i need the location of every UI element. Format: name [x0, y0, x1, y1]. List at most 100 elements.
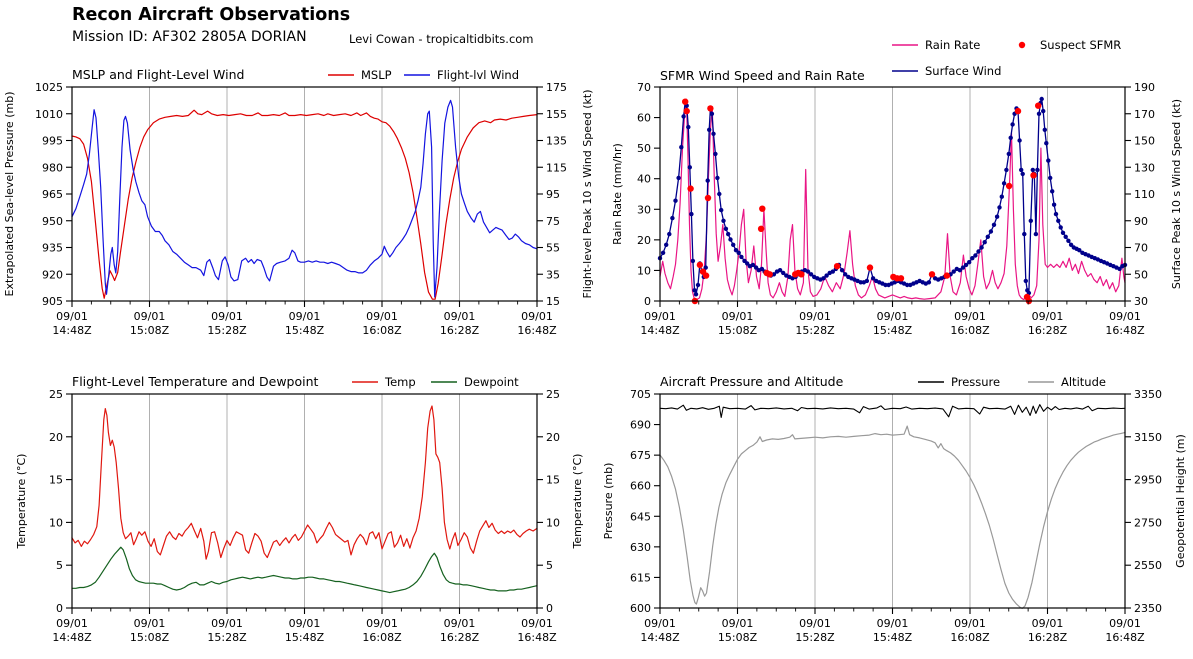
sfmr-rain-x-tick-date: 09/01: [877, 310, 909, 323]
point-suspect-sfmr: [757, 225, 765, 232]
temp-dewpoint-x-tick-date: 09/01: [56, 617, 88, 630]
point-surface-wind: [821, 276, 826, 281]
mslp-flight-wind-y-tick-label-left: 1010: [35, 108, 63, 121]
series-rain-rate-line: [659, 98, 1126, 301]
series-pressure-line: [659, 404, 1126, 418]
mission-id: Mission ID: AF302 2805A DORIAN: [72, 29, 307, 45]
mslp-flight-wind-y-tick-label-left: 980: [42, 161, 63, 174]
mslp-flight-wind-y-tick-label-right: 175: [546, 81, 567, 94]
point-surface-wind: [967, 260, 972, 265]
mslp-flight-wind-y-tick-label-left: 995: [42, 135, 63, 148]
point-surface-wind: [1022, 231, 1027, 237]
point-suspect-sfmr: [683, 107, 690, 115]
sfmr-rain-x-tick-date: 09/01: [1032, 310, 1064, 323]
pressure-altitude-x-tick-date: 09/01: [877, 617, 909, 630]
point-surface-wind: [1051, 202, 1057, 207]
point-surface-wind: [858, 280, 863, 285]
temp-dewpoint-legend-label-dewpoint: Dewpoint: [464, 375, 519, 389]
mslp-flight-wind-y-tick-label-left: 935: [42, 242, 63, 255]
point-suspect-sfmr: [704, 194, 712, 202]
pressure-altitude-y-tick-label-left: 690: [630, 419, 651, 432]
sfmr-rain-y-tick-label-left: 70: [637, 81, 651, 94]
point-surface-wind: [1063, 234, 1068, 239]
pressure-altitude-left-axis-label: Pressure (mb): [602, 463, 615, 540]
point-surface-wind: [1117, 266, 1122, 272]
pressure-altitude-x-tick-date: 09/01: [1032, 617, 1064, 630]
point-surface-wind: [1001, 181, 1007, 186]
point-surface-wind: [690, 258, 696, 264]
point-surface-wind: [726, 231, 731, 237]
mslp-flight-wind-x-tick-date: 09/01: [56, 310, 88, 323]
point-surface-wind: [1030, 167, 1036, 173]
sfmr-rain-y-tick-label-left: 60: [637, 112, 651, 125]
point-surface-wind: [1041, 108, 1046, 114]
point-surface-wind: [864, 278, 870, 284]
temp-dewpoint-y-tick-label-left: 5: [56, 559, 63, 572]
mslp-flight-wind-x-tick-date: 09/01: [211, 310, 243, 323]
sfmr-rain-y-tick-label-right: 30: [1134, 295, 1148, 308]
point-surface-wind: [839, 268, 845, 273]
point-surface-wind: [777, 268, 783, 273]
point-surface-wind: [926, 280, 932, 285]
mslp-flight-wind-x-tick-time: 15:28Z: [207, 324, 247, 337]
point-surface-wind: [707, 127, 712, 132]
sfmr-rain-y-tick-label-left: 0: [644, 295, 651, 308]
temp-dewpoint-y-tick-label-left: 20: [49, 431, 63, 444]
pressure-altitude-y-tick-label-right: 2350: [1134, 602, 1162, 615]
temp-dewpoint-x-tick-time: 16:48Z: [517, 631, 557, 644]
sfmr-rain-left-axis-label: Rain Rate (mm/hr): [611, 143, 624, 245]
sfmr-rain-y-tick-label-right: 90: [1134, 215, 1148, 228]
point-surface-wind: [1006, 151, 1011, 157]
sfmr-rain-x-tick-time: 15:28Z: [795, 324, 835, 337]
point-surface-wind: [723, 226, 729, 231]
temp-dewpoint-x-tick-time: 15:28Z: [207, 631, 247, 644]
mslp-flight-wind-y-tick-label-left: 920: [42, 268, 63, 281]
point-suspect-sfmr: [1035, 102, 1042, 109]
point-surface-wind: [1066, 238, 1071, 243]
mslp-flight-wind-y-tick-label-left: 965: [42, 188, 63, 201]
point-surface-wind: [681, 114, 686, 119]
point-surface-wind: [1053, 211, 1059, 217]
sfmr-rain-x-tick-time: 15:48Z: [873, 324, 913, 337]
pressure-altitude-x-tick-time: 16:28Z: [1028, 631, 1068, 644]
temp-dewpoint-y-tick-label-right: 0: [546, 602, 553, 615]
point-surface-wind: [1004, 167, 1009, 173]
pressure-altitude-y-tick-label-left: 615: [630, 571, 651, 584]
point-surface-wind: [781, 270, 786, 276]
sfmr-rain-x-tick-date: 09/01: [722, 310, 754, 323]
point-surface-wind: [999, 194, 1004, 199]
series-mslp-line: [71, 109, 538, 300]
mslp-flight-wind-y-tick-label-right: 35: [546, 268, 560, 281]
mslp-flight-wind-y-tick-label-right: 155: [546, 108, 567, 121]
point-suspect-sfmr: [943, 272, 950, 279]
point-surface-wind: [1019, 167, 1024, 173]
point-surface-wind: [994, 214, 1000, 219]
pressure-altitude-y-tick-label-right: 3150: [1134, 431, 1162, 444]
point-surface-wind: [1039, 96, 1044, 102]
pressure-altitude-y-tick-label-left: 645: [630, 510, 651, 523]
pressure-altitude-y-tick-label-left: 660: [630, 480, 651, 493]
mslp-flight-wind-x-tick-time: 16:48Z: [517, 324, 557, 337]
series-temp-line: [71, 405, 538, 560]
point-surface-wind: [830, 269, 835, 274]
point-surface-wind: [808, 272, 814, 277]
sfmr-rain-y-tick-label-right: 130: [1134, 161, 1155, 174]
point-suspect-sfmr: [707, 105, 714, 112]
temp-dewpoint-x-tick-date: 09/01: [366, 617, 398, 630]
sfmr-rain-y-tick-label-left: 30: [637, 203, 651, 216]
sfmr-rain-x-tick-date: 09/01: [1109, 310, 1141, 323]
pressure-altitude-y-tick-label-right: 2750: [1134, 516, 1162, 529]
point-suspect-sfmr: [798, 271, 805, 278]
point-surface-wind: [736, 250, 741, 255]
point-surface-wind: [715, 175, 720, 181]
mslp-flight-wind-y-tick-label-left: 950: [42, 215, 63, 228]
mslp-flight-wind-x-tick-date: 09/01: [134, 310, 166, 323]
sfmr-rain-right-axis-label: Surface Peak 10 s Wind Speed (kt): [1170, 99, 1183, 289]
sfmr-rain-x-tick-time: 14:48Z: [640, 324, 680, 337]
temp-dewpoint-y-tick-label-right: 10: [546, 516, 560, 529]
point-surface-wind: [721, 218, 726, 223]
point-surface-wind: [805, 269, 811, 274]
point-suspect-sfmr: [833, 263, 841, 270]
point-surface-wind: [771, 272, 777, 277]
